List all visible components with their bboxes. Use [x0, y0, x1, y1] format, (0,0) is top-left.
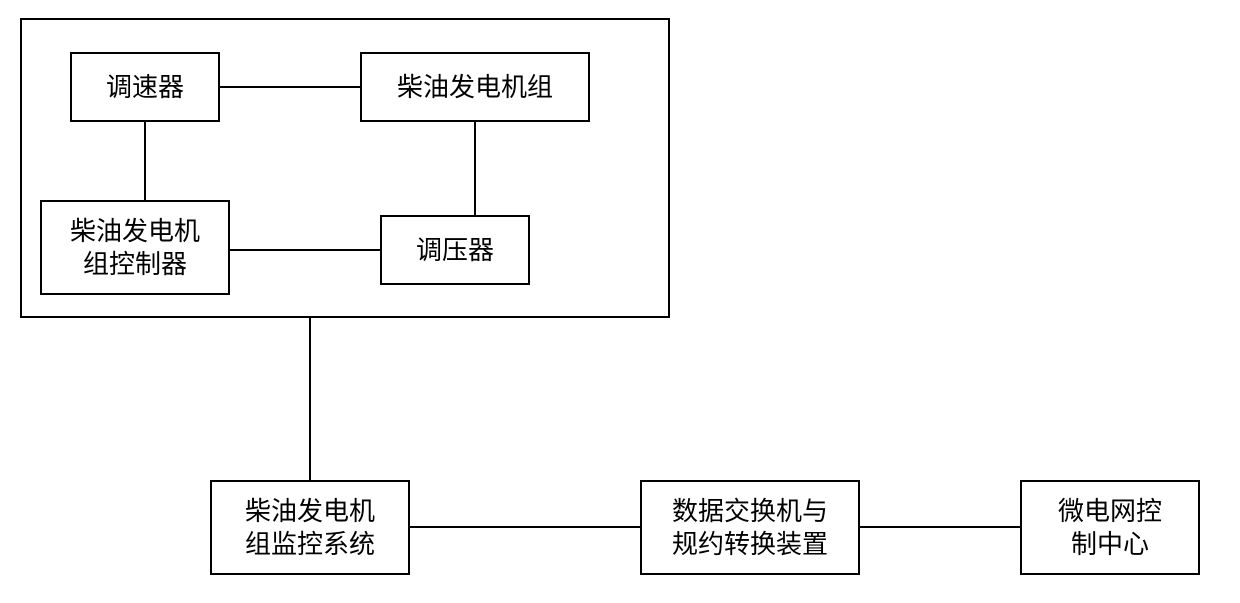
node-controller: 柴油发电机组控制器 [40, 200, 230, 295]
node-label: 调速器 [106, 71, 184, 104]
node-monitor: 柴油发电机组监控系统 [210, 480, 410, 575]
node-genset: 柴油发电机组 [360, 52, 590, 122]
node-switch: 数据交换机与规约转换装置 [640, 480, 860, 575]
node-center: 微电网控制中心 [1020, 480, 1200, 575]
node-governor: 调速器 [70, 52, 220, 122]
node-regulator: 调压器 [380, 215, 530, 285]
node-label: 柴油发电机组监控系统 [245, 495, 375, 560]
node-label: 调压器 [416, 234, 494, 267]
node-label: 微电网控制中心 [1058, 495, 1162, 560]
node-label: 数据交换机与规约转换装置 [672, 495, 828, 560]
node-label: 柴油发电机组 [397, 71, 553, 104]
node-label: 柴油发电机组控制器 [70, 215, 200, 280]
diagram-stage: 调速器 柴油发电机组 柴油发电机组控制器 调压器 柴油发电机组监控系统 数据交换… [0, 0, 1240, 603]
